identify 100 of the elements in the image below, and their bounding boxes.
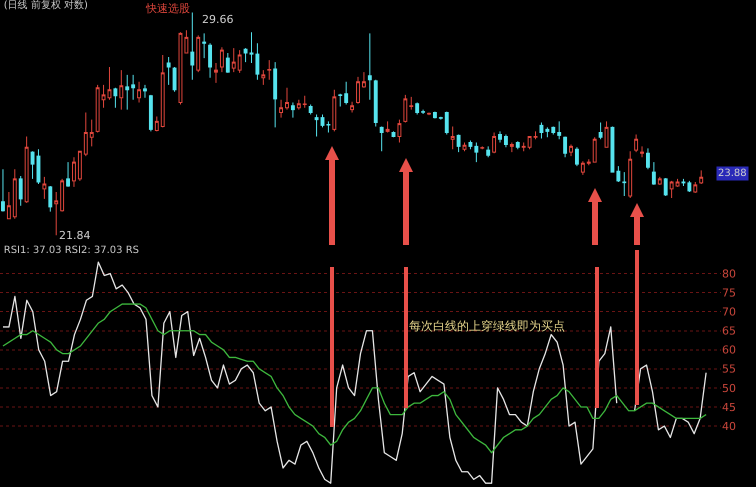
candlestick xyxy=(444,111,449,135)
candlestick xyxy=(154,116,159,132)
candlestick xyxy=(598,122,603,140)
candlestick xyxy=(60,178,64,212)
candlestick xyxy=(119,70,124,110)
candlestick xyxy=(474,142,478,163)
candlestick xyxy=(356,76,360,104)
candlestick xyxy=(166,56,171,86)
candlestick xyxy=(190,12,194,80)
candlestick xyxy=(693,182,698,194)
candlestick xyxy=(196,34,200,73)
candlestick xyxy=(409,96,414,110)
candlestick xyxy=(557,120,562,140)
candlestick xyxy=(18,176,23,206)
candlestick xyxy=(640,146,644,158)
candlestick xyxy=(592,136,597,163)
candlestick xyxy=(208,42,212,78)
candlestick xyxy=(261,70,266,86)
candlestick xyxy=(386,120,390,133)
candlestick xyxy=(522,142,526,152)
candlestick xyxy=(1,168,5,212)
y-tick-label: 40 xyxy=(722,420,736,433)
candlestick xyxy=(569,144,573,157)
candlestick xyxy=(664,178,668,196)
candlestick xyxy=(486,146,490,158)
candlestick xyxy=(290,102,295,118)
candlestick xyxy=(273,62,278,128)
chart-title: RSI1: 37.03 RSI2: 37.03 RS xyxy=(4,245,140,256)
candlestick xyxy=(148,94,153,132)
candlestick xyxy=(468,140,472,150)
candlestick xyxy=(320,114,324,128)
candlestick xyxy=(131,74,136,100)
candlestick xyxy=(172,66,177,92)
candlestick xyxy=(415,102,420,116)
candlestick xyxy=(332,89,336,132)
candlestick xyxy=(250,32,254,64)
candlestick xyxy=(368,32,372,100)
annotation: 快速选股 xyxy=(145,2,190,15)
candlestick xyxy=(699,170,704,185)
candlestick xyxy=(492,132,496,154)
candlestick xyxy=(392,130,396,138)
candlestick xyxy=(42,176,46,200)
candlestick xyxy=(432,111,437,120)
y-tick-label: 55 xyxy=(722,362,736,376)
annotation: 21.84 xyxy=(59,229,90,242)
candlestick xyxy=(255,42,260,80)
candlestick xyxy=(676,178,680,188)
candlestick xyxy=(296,99,301,110)
y-tick-label: 80 xyxy=(722,267,736,280)
chart-title: (日线 前复权 对数) xyxy=(4,0,88,12)
candlestick xyxy=(232,48,236,73)
candlestick xyxy=(238,50,242,74)
candlestick xyxy=(670,180,674,198)
candlestick xyxy=(586,158,591,166)
candlestick xyxy=(160,54,165,128)
candlestick xyxy=(137,81,142,104)
candlestick xyxy=(102,84,106,108)
candlestick xyxy=(456,134,461,153)
candlestick xyxy=(534,130,538,140)
candlestick xyxy=(682,178,686,187)
candlestick xyxy=(687,180,692,193)
candlestick xyxy=(462,142,466,152)
candlestick xyxy=(380,126,384,152)
y-tick-label: 65 xyxy=(722,324,736,338)
candlestick xyxy=(616,166,620,183)
y-tick-label: 75 xyxy=(722,286,736,300)
candlestick xyxy=(302,95,307,108)
candlestick xyxy=(279,99,284,118)
candlestick xyxy=(314,114,319,137)
candlestick xyxy=(244,48,248,63)
candlestick xyxy=(184,30,188,54)
candlestick xyxy=(226,52,230,74)
candlestick xyxy=(528,136,532,150)
candlestick xyxy=(308,104,313,116)
candlestick xyxy=(338,93,342,108)
candlestick xyxy=(344,81,348,106)
candlestick xyxy=(622,172,626,196)
annotation: 29.66 xyxy=(202,13,234,26)
candlestick xyxy=(634,134,638,153)
candlestick xyxy=(143,84,147,98)
candlestick xyxy=(285,87,289,110)
candlestick xyxy=(504,134,508,148)
candlestick xyxy=(580,160,585,176)
y-tick-label: 70 xyxy=(722,306,736,319)
candlestick xyxy=(604,120,608,148)
candlestick xyxy=(30,150,34,180)
candlestick xyxy=(397,119,402,143)
line-series xyxy=(2,303,707,454)
candlestick xyxy=(84,112,88,157)
candlestick xyxy=(66,162,70,188)
candlestick xyxy=(220,46,224,73)
candlestick xyxy=(350,101,354,114)
candlestick xyxy=(646,148,650,170)
annotation: 每次白线的上穿绿线即为买点 xyxy=(409,319,565,333)
candlestick xyxy=(403,94,408,123)
candlestick xyxy=(498,130,502,143)
candlestick xyxy=(545,126,550,138)
candlestick xyxy=(427,112,431,116)
candlestick xyxy=(652,162,656,186)
candlestick xyxy=(326,120,330,133)
